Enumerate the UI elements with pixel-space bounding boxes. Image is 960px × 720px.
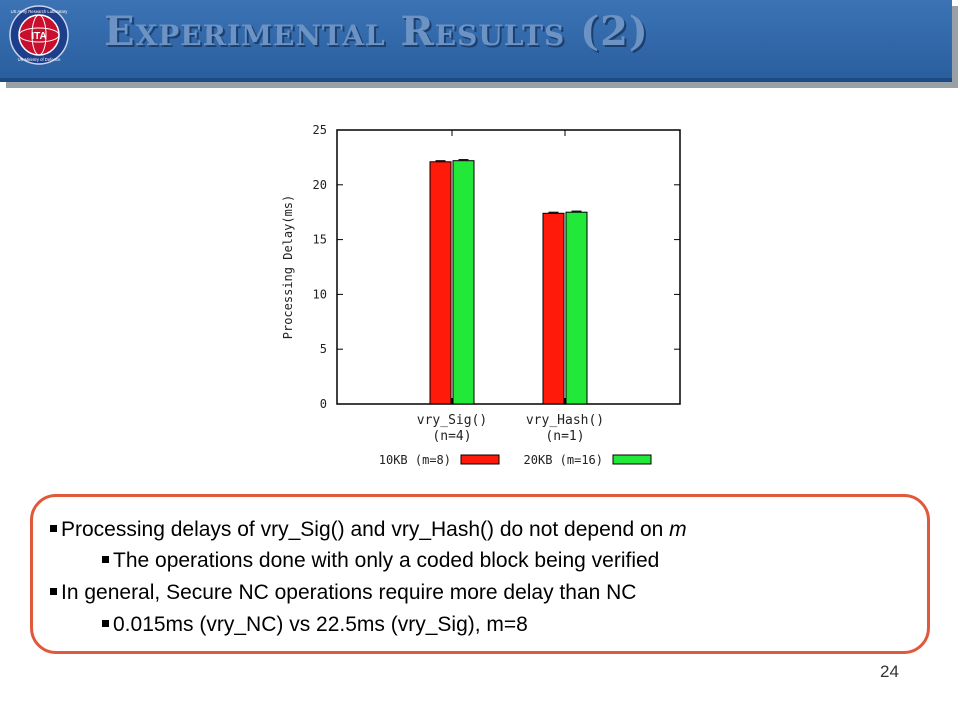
x-tick-label: (n=1) bbox=[545, 429, 584, 444]
y-tick-label: 15 bbox=[313, 233, 327, 247]
y-tick-label: 25 bbox=[313, 123, 327, 137]
summary-box bbox=[30, 494, 930, 654]
page-number: 24 bbox=[880, 662, 899, 681]
legend-label: 10KB (m=8) bbox=[379, 453, 451, 467]
bullet-square-icon bbox=[50, 525, 57, 532]
bullet-text: The operations done with only a coded bl… bbox=[113, 549, 660, 572]
bar bbox=[452, 160, 475, 405]
bullet-square-icon bbox=[102, 556, 109, 563]
y-tick-label: 20 bbox=[313, 178, 327, 192]
bullet-text: Processing delays of vry_Sig() and vry_H… bbox=[61, 518, 670, 541]
bullet-italic-text: m bbox=[669, 518, 687, 541]
legend-swatch bbox=[460, 454, 500, 465]
slide-title: Experimental Results (2) bbox=[104, 8, 649, 55]
bullet-item: In general, Secure NC operations require… bbox=[50, 581, 636, 605]
legend-swatch bbox=[612, 454, 652, 465]
y-tick-label: 0 bbox=[320, 397, 327, 411]
bullet-text: 0.015ms (vry_NC) vs 22.5ms (vry_Sig), m=… bbox=[113, 613, 528, 636]
y-tick-label: 10 bbox=[313, 287, 327, 301]
legend-label: 20KB (m=16) bbox=[524, 453, 603, 467]
x-tick-label: vry_Hash() bbox=[526, 413, 604, 428]
bullet-item: 0.015ms (vry_NC) vs 22.5ms (vry_Sig), m=… bbox=[102, 613, 528, 637]
bullet-item: Processing delays of vry_Sig() and vry_H… bbox=[50, 518, 687, 542]
bullet-square-icon bbox=[50, 588, 57, 595]
bullet-square-icon bbox=[102, 620, 109, 627]
logo-center-text: ITA bbox=[31, 31, 46, 42]
bullet-item: The operations done with only a coded bl… bbox=[102, 549, 659, 573]
y-tick-label: 5 bbox=[320, 342, 327, 356]
title-bar: ITA US Army Research Laboratory UK Minis… bbox=[0, 0, 952, 82]
ita-logo-icon: ITA US Army Research Laboratory UK Minis… bbox=[9, 5, 69, 65]
logo-ring-text-bottom: UK Ministry of Defence bbox=[18, 57, 61, 62]
bar bbox=[565, 211, 588, 405]
logo-ring-text-top: US Army Research Laboratory bbox=[11, 9, 69, 14]
y-axis-label: Processing Delay(ms) bbox=[281, 195, 295, 340]
x-tick-label: vry_Sig() bbox=[417, 413, 487, 428]
plot-frame bbox=[336, 129, 681, 405]
x-tick-label: (n=4) bbox=[432, 429, 471, 444]
bullet-text: In general, Secure NC operations require… bbox=[61, 581, 637, 604]
bar bbox=[542, 212, 565, 405]
bar bbox=[429, 161, 452, 405]
